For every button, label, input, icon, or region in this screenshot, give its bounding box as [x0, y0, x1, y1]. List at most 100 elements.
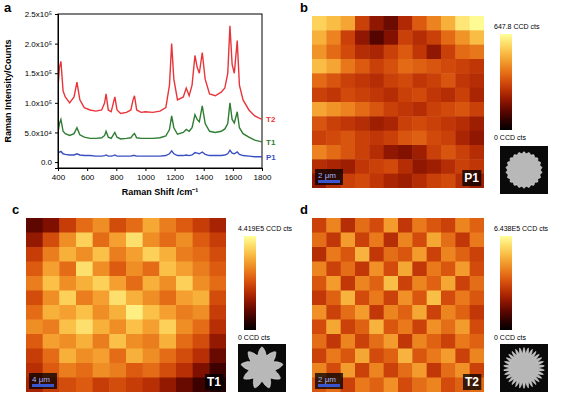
map-title: T2	[465, 375, 479, 389]
heat-cell	[455, 247, 470, 262]
axis-line	[55, 15, 59, 169]
heat-cell	[398, 262, 413, 277]
heat-cell	[109, 378, 126, 393]
heat-cell	[470, 30, 484, 45]
heat-cell	[441, 131, 456, 146]
heat-cell	[427, 334, 442, 349]
heat-cell	[355, 174, 370, 188]
heat-cell	[427, 131, 442, 146]
heat-cell	[384, 174, 399, 188]
heat-cell	[355, 378, 370, 393]
heat-cell	[470, 349, 484, 364]
heat-cell	[59, 247, 76, 262]
heat-cell	[384, 88, 399, 103]
heat-cell	[441, 102, 456, 117]
heat-cell	[412, 16, 427, 31]
heat-cell	[355, 262, 370, 277]
heat-cell	[312, 233, 327, 248]
heat-cell	[126, 233, 143, 248]
panel-letter: b	[300, 0, 308, 15]
heat-cell	[326, 59, 341, 74]
heat-cell	[312, 131, 327, 146]
scale-bar	[318, 384, 340, 387]
heat-cell	[326, 276, 341, 291]
heat-cell	[369, 334, 384, 349]
heat-cell	[26, 247, 43, 262]
series-label: P1	[266, 153, 276, 162]
heat-cell	[355, 159, 370, 174]
heat-cell	[93, 378, 110, 393]
heat-cell	[412, 73, 427, 88]
heat-cell	[326, 320, 341, 335]
heat-cell	[341, 291, 356, 306]
heat-cell	[326, 334, 341, 349]
heat-cell	[441, 247, 456, 262]
heat-cell	[76, 378, 93, 393]
heat-cell	[159, 233, 176, 248]
heat-cell	[326, 102, 341, 117]
heat-cell	[398, 276, 413, 291]
heat-cell	[355, 30, 370, 45]
heat-cell	[109, 276, 126, 291]
heat-cell	[143, 320, 160, 335]
heat-cell	[176, 247, 193, 262]
heat-cell	[126, 247, 143, 262]
heat-cell	[43, 262, 60, 277]
heat-cell	[470, 16, 484, 31]
heat-cell	[412, 30, 427, 45]
heat-cell	[76, 247, 93, 262]
panel-letter: a	[4, 0, 12, 15]
tick-label: 400	[52, 173, 66, 182]
scale-bar-label: 2 μm	[318, 171, 336, 180]
heat-cell	[93, 349, 110, 364]
heat-cell	[455, 262, 470, 277]
heat-cell	[341, 73, 356, 88]
heat-cell	[470, 262, 484, 277]
heat-cell	[384, 276, 399, 291]
axis: 40060080010001200140016001800	[52, 168, 272, 182]
heat-cell	[470, 291, 484, 306]
heat-cell	[470, 116, 484, 131]
heat-cell	[398, 131, 413, 146]
heat-cell	[455, 116, 470, 131]
sem-inset	[500, 344, 548, 392]
tick-label: 1800	[254, 173, 272, 182]
scale-bar	[318, 180, 340, 183]
heat-cell	[441, 30, 456, 45]
color-bar-label: 0 CCD cts	[238, 334, 270, 341]
heat-cell	[455, 30, 470, 45]
map-title: P1	[464, 171, 479, 185]
heat-cell	[384, 320, 399, 335]
heat-cell	[441, 305, 456, 320]
heat-cell	[355, 73, 370, 88]
heat-cell	[176, 334, 193, 349]
heat-cell	[470, 45, 484, 60]
heat-cell	[412, 145, 427, 160]
heat-cell	[398, 159, 413, 174]
heat-cell	[159, 349, 176, 364]
heat-cell	[355, 305, 370, 320]
heat-cell	[441, 378, 456, 393]
heat-cell	[326, 145, 341, 160]
heat-cell	[26, 291, 43, 306]
heat-cell	[312, 88, 327, 103]
heat-cell	[193, 247, 210, 262]
heat-cell	[441, 218, 456, 233]
heat-cell	[398, 291, 413, 306]
heat-cell	[384, 73, 399, 88]
heat-cell	[143, 262, 160, 277]
tick: 1.5x10⁵	[25, 69, 58, 78]
heat-cell	[143, 305, 160, 320]
scale-bar-patch	[315, 373, 343, 389]
heat-cell	[43, 276, 60, 291]
heat-cell	[427, 320, 442, 335]
heat-cell	[369, 116, 384, 131]
heat-cell	[43, 320, 60, 335]
heat-cell	[76, 334, 93, 349]
scale-bar-label: 2 μm	[318, 375, 336, 384]
title-patch	[463, 374, 481, 390]
heat-cell	[398, 305, 413, 320]
heat-cell	[341, 334, 356, 349]
heat-cell	[427, 247, 442, 262]
tick-label: 1000	[137, 173, 155, 182]
